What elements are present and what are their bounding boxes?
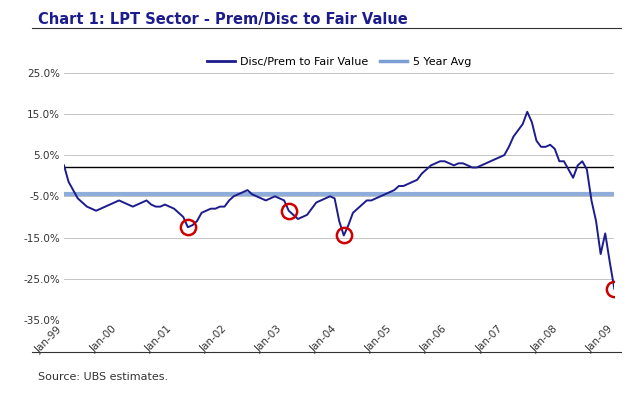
Text: Chart 1: LPT Sector - Prem/Disc to Fair Value: Chart 1: LPT Sector - Prem/Disc to Fair … [38, 12, 408, 27]
Text: Source: UBS estimates.: Source: UBS estimates. [38, 372, 168, 382]
Legend: Disc/Prem to Fair Value, 5 Year Avg: Disc/Prem to Fair Value, 5 Year Avg [202, 52, 476, 71]
